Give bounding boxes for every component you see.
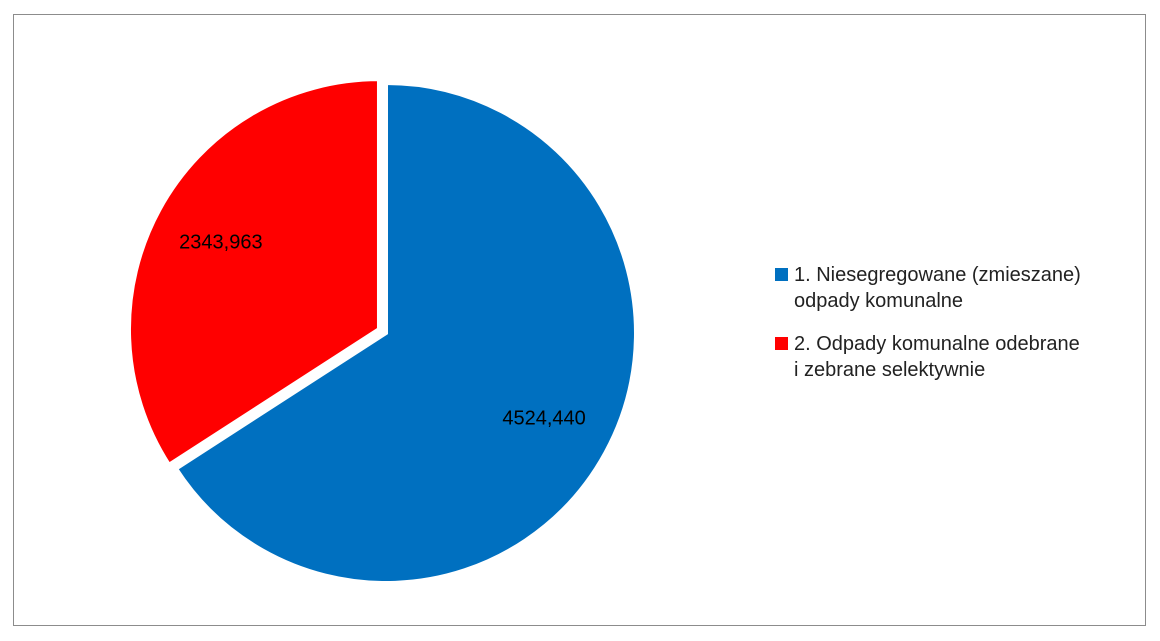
legend-swatch-selektywnie — [775, 337, 788, 350]
pie-slice-2 — [126, 77, 381, 468]
pie-slices — [126, 77, 638, 585]
legend-label-selektywnie: 2. Odpady komunalne odebrane i zebrane s… — [794, 333, 1080, 381]
data-label-slice-2: 2343,963 — [179, 231, 263, 254]
legend-swatch-niesegregowane — [775, 268, 788, 281]
legend-item-niesegregowane: 1. Niesegregowane (zmieszane) odpady kom… — [772, 262, 1142, 314]
legend-label-niesegregowane: 1. Niesegregowane (zmieszane) odpady kom… — [794, 264, 1081, 312]
legend-item-selektywnie: 2. Odpady komunalne odebrane i zebrane s… — [772, 331, 1142, 383]
pie-slice-1 — [173, 80, 638, 585]
data-label-slice-1: 4524,440 — [502, 407, 586, 430]
legend: 1. Niesegregowane (zmieszane) odpady kom… — [772, 262, 1142, 400]
